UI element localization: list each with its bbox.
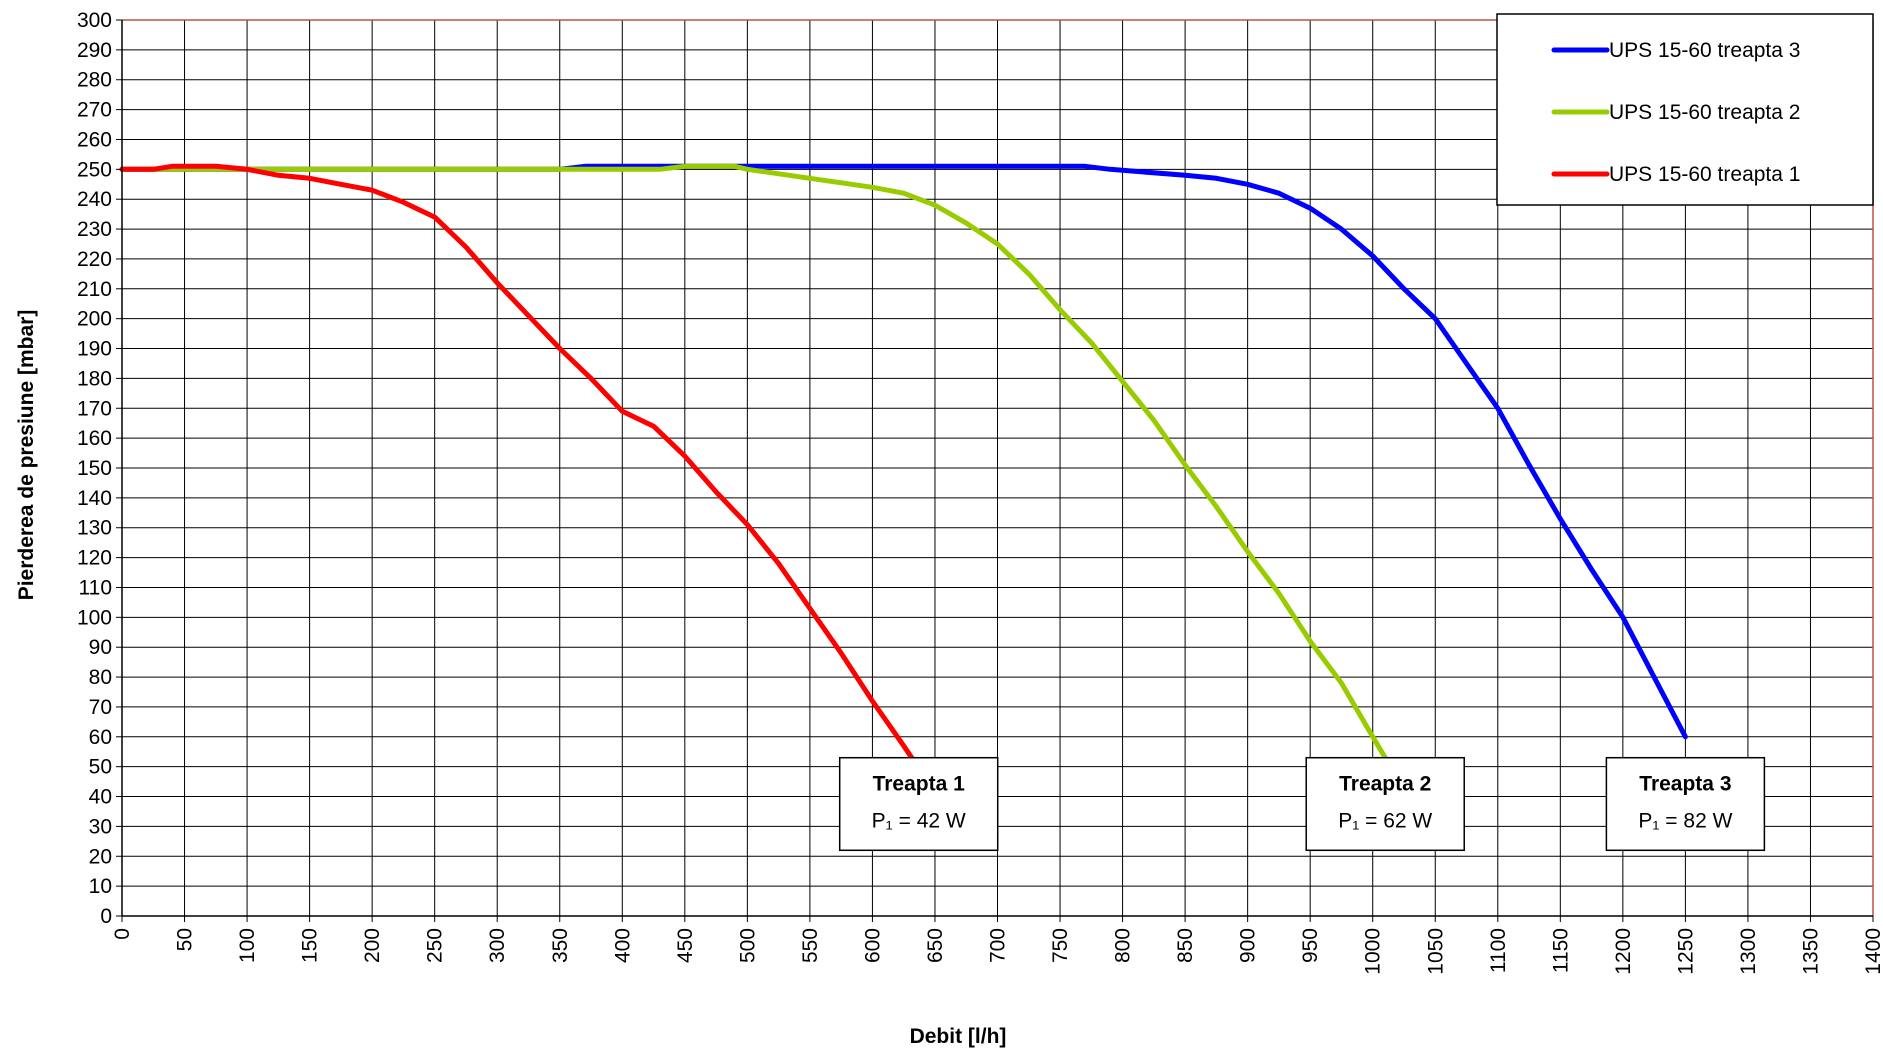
y-tick-label: 10 [89, 875, 112, 898]
legend-label: UPS 15-60 treapta 1 [1609, 163, 1800, 186]
x-tick-label: 250 [424, 928, 447, 963]
legend: UPS 15-60 treapta 3 UPS 15-60 treapta 2 UP… [1496, 13, 1874, 206]
y-tick-label: 120 [77, 547, 112, 570]
x-tick-label: 900 [1237, 928, 1260, 963]
annotation-treapta-2: Treapta 2 P₁ = 62 W [1305, 756, 1465, 852]
series-lines [119, 163, 1688, 764]
y-tick-label: 220 [77, 248, 112, 271]
annotation-power: P₁ = 62 W [1338, 810, 1432, 833]
legend-label: UPS 15-60 treapta 2 [1609, 101, 1800, 124]
y-tick-label: 300 [77, 9, 112, 32]
x-tick-label: 700 [987, 928, 1010, 963]
legend-entry: UPS 15-60 treapta 3 [1551, 39, 1800, 62]
y-axis-title: Pierderea de presiune [mbar] [15, 310, 38, 601]
x-tick-label: 1300 [1737, 928, 1760, 975]
y-tick-label: 210 [77, 278, 112, 301]
y-tick-label: 190 [77, 338, 112, 361]
x-tick-label: 450 [674, 928, 697, 963]
x-tick-label: 500 [736, 928, 759, 963]
x-tick-label: 200 [361, 928, 384, 963]
series-line-treapta-3 [119, 163, 1688, 740]
y-tick-label: 160 [77, 427, 112, 450]
x-axis-title: Debit [l/h] [910, 1025, 1007, 1048]
y-tick-label: 240 [77, 188, 112, 211]
annotation-power: P₁ = 42 W [872, 810, 966, 833]
x-tick-label: 850 [1174, 928, 1197, 963]
y-tick-label: 70 [89, 696, 112, 719]
y-tick-label: 110 [79, 576, 112, 599]
y-tick-label: 250 [77, 158, 112, 181]
annotation-title: Treapta 3 [1639, 773, 1731, 796]
x-tick-label: 650 [924, 928, 947, 963]
x-tick-label: 1200 [1612, 928, 1635, 975]
y-tick-label: 140 [77, 487, 112, 510]
y-tick-label: 40 [89, 786, 112, 809]
y-tick-label: 50 [89, 756, 112, 779]
y-tick-label: 60 [89, 726, 112, 749]
y-tick-label: 80 [89, 666, 112, 689]
x-tick-label: 1000 [1362, 928, 1385, 975]
x-tick-label: 0 [111, 928, 134, 940]
annotation-box [1605, 756, 1766, 852]
legend-entry: UPS 15-60 treapta 1 [1551, 163, 1800, 186]
x-tick-label: 300 [486, 928, 509, 963]
x-tick-label: 750 [1049, 928, 1072, 963]
y-tick-label: 230 [77, 218, 112, 241]
x-tick-label: 100 [236, 928, 259, 963]
y-tick-label: 0 [100, 905, 112, 928]
series-line-treapta-1 [119, 163, 917, 764]
x-tick-label: 50 [174, 928, 197, 951]
series-line-treapta-2 [119, 163, 1388, 761]
x-tick-label: 400 [611, 928, 634, 963]
annotation-box [838, 756, 999, 852]
x-tick-label: 1150 [1549, 928, 1572, 973]
legend-entry: UPS 15-60 treapta 2 [1551, 101, 1800, 124]
legend-label: UPS 15-60 treapta 3 [1609, 39, 1800, 62]
y-tick-label: 90 [89, 636, 112, 659]
y-tick-label: 100 [77, 606, 112, 629]
x-tick-label: 800 [1112, 928, 1135, 963]
y-tick-label: 290 [77, 39, 112, 62]
y-tick-label: 270 [77, 99, 112, 122]
x-tick-label: 150 [299, 928, 322, 963]
x-tick-label: 1050 [1424, 928, 1447, 975]
annotation-box [1305, 756, 1465, 852]
x-tick-label: 950 [1299, 928, 1322, 963]
y-tick-label: 150 [77, 457, 112, 480]
y-tick-label: 180 [77, 367, 112, 390]
x-tick-label: 1400 [1862, 928, 1883, 975]
annotation-treapta-3: Treapta 3 P₁ = 82 W [1605, 756, 1766, 852]
y-tick-label: 280 [77, 69, 112, 92]
annotation-power: P₁ = 82 W [1638, 810, 1732, 833]
x-tick-label: 350 [549, 928, 572, 963]
y-tick-label: 200 [77, 308, 112, 331]
annotation-title: Treapta 1 [873, 773, 966, 796]
annotation-title: Treapta 2 [1339, 773, 1431, 796]
annotation-treapta-1: Treapta 1 P₁ = 42 W [838, 756, 999, 852]
x-tick-label: 1100 [1487, 928, 1510, 973]
x-tick-label: 600 [861, 928, 884, 963]
x-tick-label: 550 [799, 928, 822, 963]
y-tick-label: 130 [77, 517, 112, 540]
x-tick-label: 1250 [1674, 928, 1697, 975]
y-tick-label: 20 [89, 845, 112, 868]
y-tick-label: 30 [89, 815, 112, 838]
y-tick-label: 260 [77, 128, 112, 151]
y-tick-label: 170 [77, 397, 112, 420]
axes: 0 10 20 30 40 50 60 70 80 90 100 110 120 130 140 150 160… [77, 9, 1883, 975]
x-tick-label: 1350 [1799, 928, 1822, 975]
